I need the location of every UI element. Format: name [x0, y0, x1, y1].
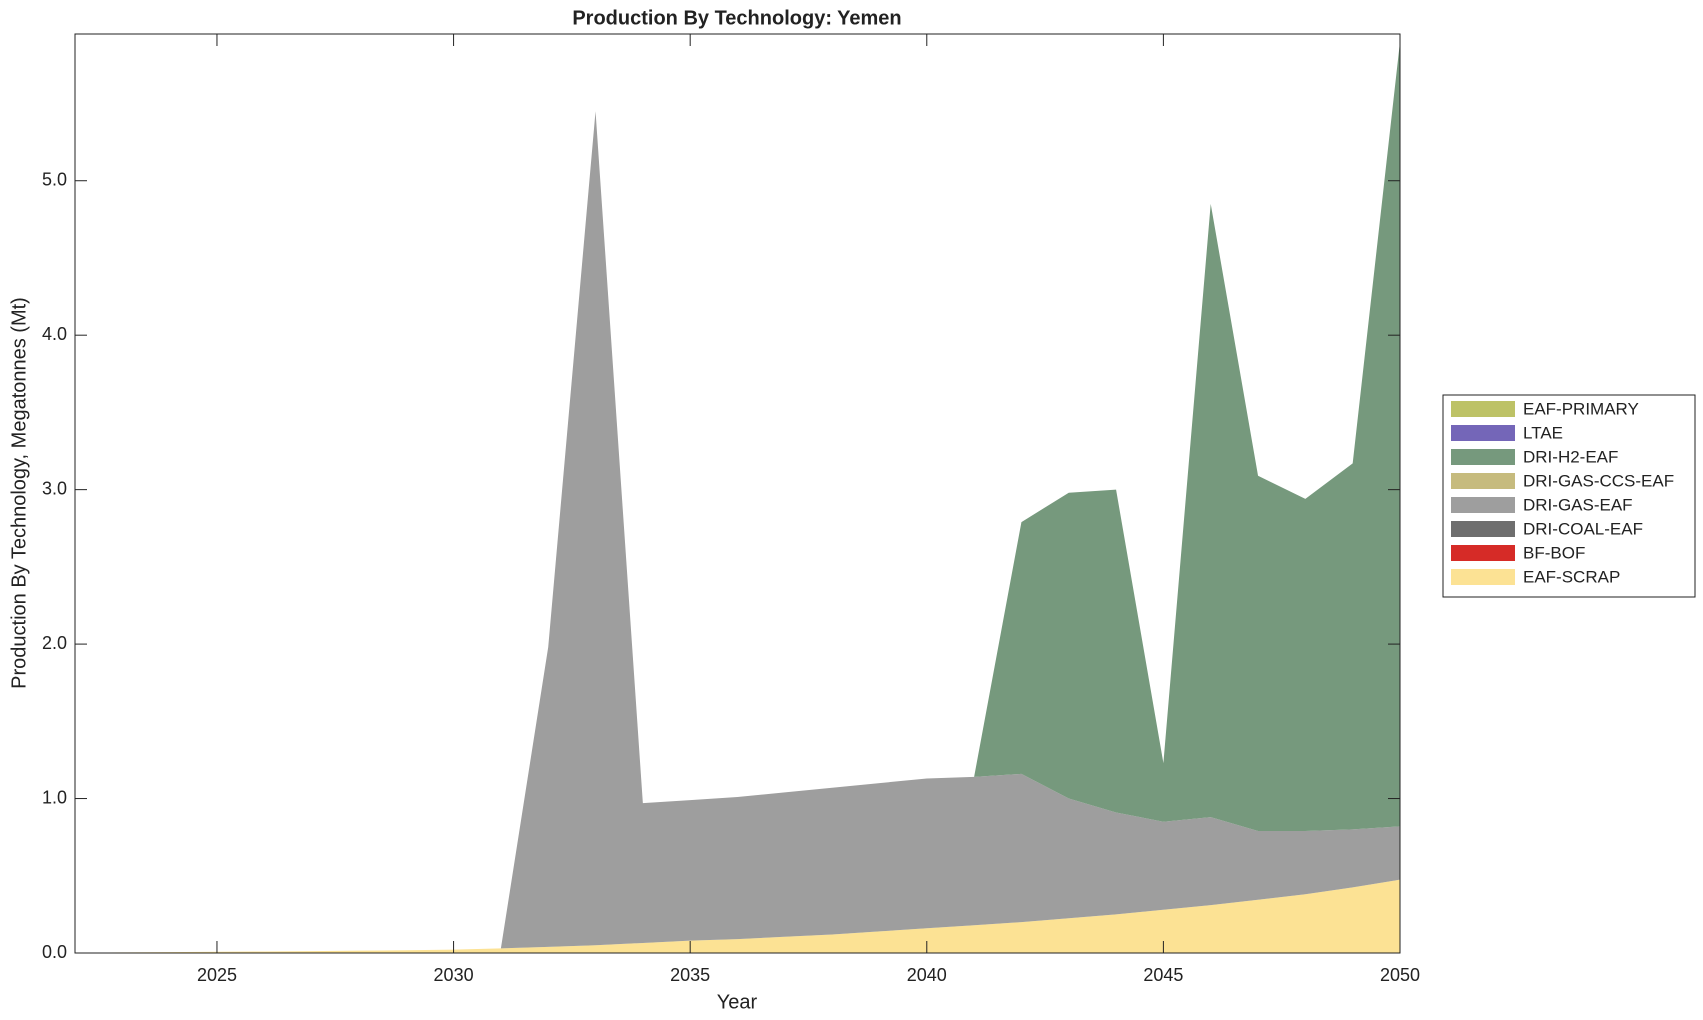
y-tick-label: 2.0: [42, 633, 67, 653]
x-tick-label: 2040: [907, 965, 947, 985]
y-tick-label: 3.0: [42, 478, 67, 498]
area: [75, 41, 1400, 953]
legend-swatch: [1451, 401, 1515, 417]
legend-label: LTAE: [1523, 423, 1563, 442]
x-axis-label: Year: [717, 991, 758, 1013]
x-tick-label: 2025: [197, 965, 237, 985]
x-tick-label: 2030: [434, 965, 474, 985]
legend-label: DRI-GAS-EAF: [1523, 495, 1633, 514]
legend-label: DRI-GAS-CCS-EAF: [1523, 471, 1674, 490]
legend-swatch: [1451, 521, 1515, 537]
legend-label: EAF-PRIMARY: [1523, 399, 1639, 418]
legend-label: DRI-H2-EAF: [1523, 447, 1618, 466]
legend-label: EAF-SCRAP: [1523, 567, 1620, 586]
y-tick-label: 4.0: [42, 324, 67, 344]
y-tick-label: 1.0: [42, 787, 67, 807]
x-tick-label: 2035: [670, 965, 710, 985]
x-tick-label: 2050: [1380, 965, 1420, 985]
legend-swatch: [1451, 545, 1515, 561]
legend-swatch: [1451, 497, 1515, 513]
plot-frame: [74, 33, 1401, 954]
legend-swatch: [1451, 425, 1515, 441]
area: [75, 111, 1400, 953]
legend-label: BF-BOF: [1523, 543, 1585, 562]
legend-swatch: [1451, 473, 1515, 489]
y-axis-label: Production By Technology, Megatonnes (Mt…: [8, 297, 30, 689]
y-tick-label: 0.0: [42, 942, 67, 962]
area: [75, 879, 1400, 953]
y-tick-label: 5.0: [42, 169, 67, 189]
legend-swatch: [1451, 449, 1515, 465]
legend-swatch: [1451, 569, 1515, 585]
chart-title: Production By Technology: Yemen: [572, 7, 901, 29]
legend-label: DRI-COAL-EAF: [1523, 519, 1643, 538]
x-tick-label: 2045: [1143, 965, 1183, 985]
